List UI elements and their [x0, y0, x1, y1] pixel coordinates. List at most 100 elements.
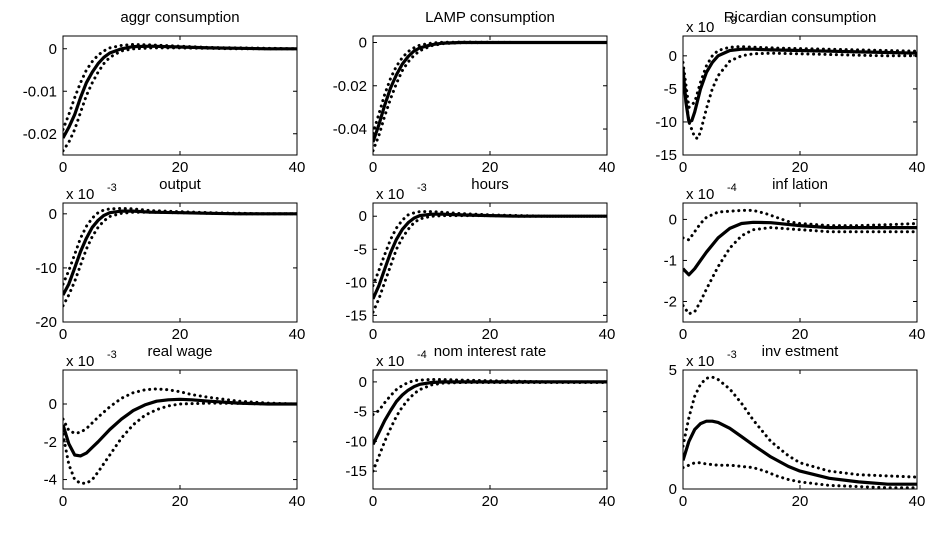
subplot-title: LAMP consumption: [425, 9, 555, 26]
y-tick-label: 0: [49, 41, 57, 58]
y-tick-label: -10: [35, 260, 57, 277]
axes-box: [682, 35, 918, 156]
axis-multiplier-exponent: -4: [417, 349, 427, 361]
axis-multiplier-exponent: -3: [107, 182, 117, 194]
median-response-line: [683, 220, 917, 277]
y-tick-label: -0.04: [333, 121, 367, 138]
confidence-band-line: [683, 51, 917, 141]
x-tick-label: 20: [792, 493, 809, 510]
confidence-band-line: [683, 375, 917, 479]
x-tick-label: 0: [59, 493, 67, 510]
axes-box: [682, 202, 918, 323]
subplot-title: Ricardian consumption: [724, 9, 877, 26]
y-tick-label: -4: [44, 472, 57, 489]
axes-box: [372, 369, 608, 490]
subplot-title: inv estment: [762, 343, 840, 360]
axis-multiplier: x 10: [376, 353, 404, 370]
x-tick-label: 20: [172, 326, 189, 343]
axis-multiplier-exponent: -3: [727, 349, 737, 361]
confidence-band-line: [63, 42, 297, 131]
y-tick-label: -2: [664, 293, 677, 310]
subplot-8: 0 20 40 0 -5 -10 -15 x 10 -4 nom interest rate: [345, 343, 615, 510]
y-tick-label: -1: [664, 252, 677, 269]
y-tick-label: 0: [359, 208, 367, 225]
x-tick-label: 0: [679, 493, 687, 510]
x-tick-label: 40: [289, 493, 306, 510]
y-tick-label: 0: [669, 481, 677, 498]
y-tick-label: -15: [345, 307, 367, 324]
y-tick-label: -5: [664, 81, 677, 98]
median-response-line: [683, 47, 917, 124]
axis-multiplier-exponent: -4: [727, 182, 737, 194]
confidence-band-line: [373, 41, 607, 153]
y-tick-label: -0.01: [23, 83, 57, 100]
axes-box: [372, 35, 608, 156]
median-response-line: [63, 397, 297, 458]
x-tick-label: 40: [909, 326, 926, 343]
subplot-2: 0 20 40 0 -0.02 -0.04 LAMP consumption: [333, 9, 616, 176]
x-tick-label: 0: [369, 159, 377, 176]
confidence-band-line: [373, 381, 607, 473]
y-tick-label: -10: [345, 433, 367, 450]
x-tick-label: 20: [792, 159, 809, 176]
x-tick-label: 0: [59, 326, 67, 343]
subplot-1: 0 20 40 0 -0.01 -0.02 aggr consumption: [23, 9, 306, 176]
subplot-title: nom interest rate: [434, 343, 547, 360]
confidence-band-line: [373, 378, 607, 417]
y-tick-label: 0: [49, 206, 57, 223]
axis-multiplier: x 10: [376, 186, 404, 203]
x-tick-label: 20: [482, 326, 499, 343]
confidence-band-line: [63, 387, 297, 435]
y-tick-label: 0: [49, 396, 57, 413]
axis-multiplier-exponent: -3: [107, 349, 117, 361]
y-tick-label: -0.02: [23, 126, 57, 143]
x-tick-label: 20: [172, 159, 189, 176]
y-tick-label: 0: [669, 211, 677, 228]
confidence-band-line: [683, 45, 917, 111]
y-tick-label: -5: [354, 404, 367, 421]
axis-multiplier-exponent: -3: [727, 15, 737, 27]
subplot-title: aggr consumption: [120, 9, 239, 26]
x-tick-label: 20: [172, 493, 189, 510]
axes-box: [372, 202, 608, 323]
axis-multiplier: x 10: [66, 186, 94, 203]
subplot-5: 0 20 40 0 -5 -10 -15 x 10 -3 hours: [345, 176, 615, 343]
x-tick-label: 40: [599, 493, 616, 510]
x-tick-label: 40: [599, 159, 616, 176]
y-tick-label: 0: [669, 48, 677, 65]
x-tick-label: 40: [289, 159, 306, 176]
confidence-band-line: [63, 210, 297, 308]
subplot-9: 0 20 40 0 5 x 10 -3 inv estment: [669, 343, 926, 510]
confidence-band-line: [373, 214, 607, 314]
x-tick-label: 20: [482, 159, 499, 176]
y-tick-label: -0.02: [333, 78, 367, 95]
axis-multiplier-exponent: -3: [417, 182, 427, 194]
y-tick-label: -10: [655, 114, 677, 131]
axis-multiplier: x 10: [686, 186, 714, 203]
x-tick-label: 40: [909, 159, 926, 176]
x-tick-label: 40: [599, 326, 616, 343]
confidence-band-line: [683, 461, 917, 489]
x-tick-label: 40: [289, 326, 306, 343]
axis-multiplier: x 10: [686, 19, 714, 36]
y-tick-label: 5: [669, 362, 677, 379]
confidence-band-line: [683, 208, 917, 242]
y-tick-label: -10: [345, 274, 367, 291]
subplot-4: 0 20 40 0 -10 -20 x 10 -3 output: [35, 176, 305, 343]
x-tick-label: 40: [909, 493, 926, 510]
subplot-7: 0 20 40 0 -2 -4 x 10 -3 real wage: [44, 343, 306, 510]
subplot-title: real wage: [147, 343, 212, 360]
subplot-title: output: [159, 176, 202, 193]
x-tick-label: 0: [369, 493, 377, 510]
x-tick-label: 0: [59, 159, 67, 176]
y-tick-label: 0: [359, 34, 367, 51]
axes-box: [62, 35, 298, 156]
y-tick-label: -2: [44, 434, 57, 451]
subplot-title: inf lation: [772, 176, 828, 193]
confidence-band-line: [373, 40, 607, 135]
y-tick-label: -20: [35, 314, 57, 331]
x-tick-label: 20: [792, 326, 809, 343]
x-tick-label: 0: [679, 326, 687, 343]
y-tick-label: 0: [359, 374, 367, 391]
